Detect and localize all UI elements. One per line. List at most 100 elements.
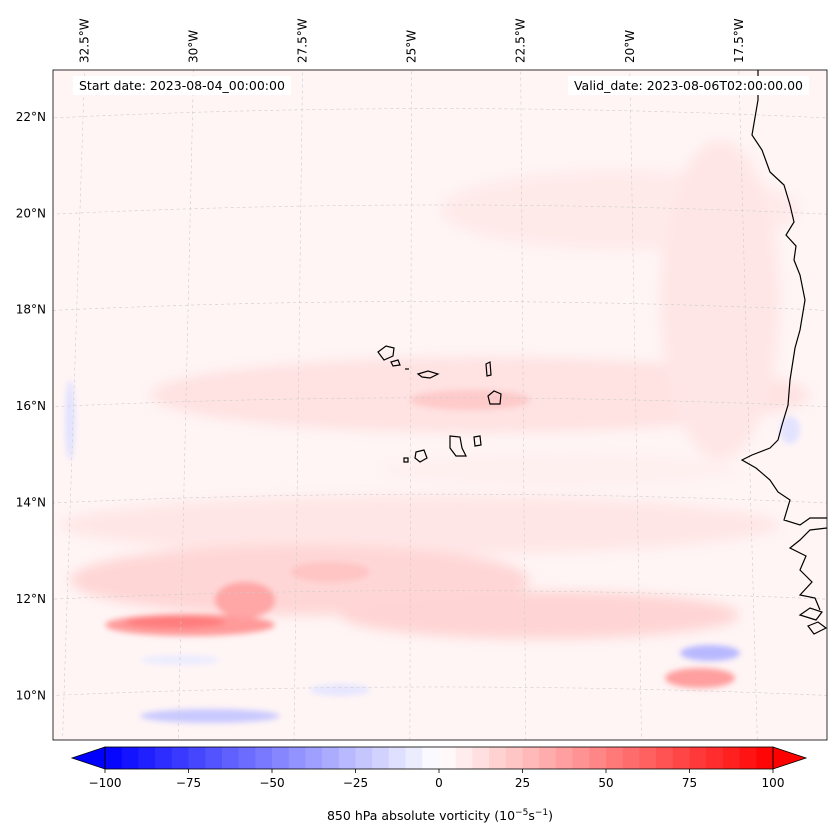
colorbar — [70, 746, 808, 770]
island-maio — [473, 435, 482, 447]
colorbar-segment — [255, 747, 273, 769]
cape-verde-islands — [377, 345, 502, 463]
colorbar-segment — [656, 747, 674, 769]
colorbar-segment — [606, 747, 624, 769]
colorbar-segment — [689, 747, 707, 769]
field-positive-mid — [290, 562, 370, 582]
longitude-tick-label: 30°W — [186, 30, 200, 63]
longitude-tick-label: 20°W — [623, 30, 637, 63]
africa-coastline — [740, 70, 827, 526]
parallel-gridline — [53, 204, 827, 215]
longitude-tick-label: 25°W — [405, 30, 419, 63]
island-fogo — [414, 449, 428, 463]
meridian-gridline — [293, 70, 303, 740]
island-santiago — [449, 435, 467, 457]
meridian-gridline — [520, 70, 527, 740]
latitude-tick-label: 16°N — [16, 399, 46, 413]
colorbar-tick-label: −25 — [343, 776, 368, 790]
field-band-14n — [380, 452, 740, 488]
colorbar-label-end: ) — [548, 808, 553, 824]
longitude-tick-label: 17.5°W — [732, 18, 746, 63]
colorbar-segment — [355, 747, 373, 769]
latitude-labels: 22°N 20°N 18°N 16°N 14°N 12°N 10°N — [16, 110, 46, 702]
field-negative-sw — [310, 684, 370, 696]
colorbar-segment — [305, 747, 323, 769]
latitude-tick-label: 22°N — [16, 110, 46, 124]
colorbar-segment — [171, 747, 189, 769]
colorbar-label-exp2: −1 — [534, 808, 549, 818]
field-vortex-streak — [125, 616, 225, 628]
colorbar-segment — [288, 747, 306, 769]
field-vortex-core — [215, 582, 275, 618]
latitude-tick-label: 18°N — [16, 303, 46, 317]
colorbar-label-exp1: −5 — [515, 808, 529, 818]
colorbar-segment — [722, 747, 741, 769]
longitude-labels: 32.5°W 30°W 27.5°W 25°W 22.5°W 20°W 17.5°W — [77, 18, 746, 63]
colorbar-segment — [639, 747, 657, 769]
start-date-label: Start date: 2023-08-04_00:00:00 — [73, 76, 291, 95]
field-positive-east — [665, 668, 735, 688]
colorbar-segment — [121, 747, 139, 769]
colorbar-segment — [522, 747, 540, 769]
colorbar-segment — [422, 747, 440, 769]
field-band-11n-east — [340, 591, 740, 639]
latitude-tick-label: 20°N — [16, 206, 46, 220]
longitude-tick-label: 22.5°W — [514, 18, 528, 63]
colorbar-segment — [188, 747, 206, 769]
africa-coastline-south — [788, 527, 827, 611]
latitude-tick-label: 14°N — [16, 496, 46, 510]
parallel-gridline — [53, 493, 827, 504]
colorbar-tick-label: −100 — [89, 776, 122, 790]
colorbar-segment — [405, 747, 423, 769]
valid-date-label: Valid_date: 2023-08-06T02:00:00.00 — [567, 76, 809, 95]
colorbar-segment — [138, 747, 156, 769]
coastlines — [740, 70, 827, 635]
colorbar-segment — [455, 747, 473, 769]
colorbar-segment — [372, 747, 390, 769]
colorbar-segment — [472, 747, 490, 769]
field-band-13n — [60, 495, 780, 555]
island-sao-nicolau — [416, 370, 440, 379]
field-band-east — [660, 140, 780, 460]
field-negative-10n — [140, 709, 280, 723]
colorbar-segment — [489, 747, 507, 769]
latitude-tick-label: 10°N — [16, 688, 46, 702]
parallel-gridline — [53, 397, 827, 407]
colorbar-segment — [505, 747, 523, 769]
colorbar-ticks: −100 −75 −50 −25 0 25 50 75 100 — [89, 769, 785, 790]
longitude-tick-label: 27.5°W — [296, 18, 310, 63]
meridian-gridline — [409, 70, 412, 740]
longitude-tick-label: 32.5°W — [77, 18, 91, 63]
colorbar-label-text: 850 hPa absolute vorticity (10 — [326, 808, 516, 824]
colorbar-tick-label: 50 — [598, 776, 613, 790]
island-boa-vista — [487, 390, 502, 405]
colorbar-segment — [739, 747, 757, 769]
colorbar-extend-max — [772, 746, 808, 770]
colorbar-tick-label: 100 — [762, 776, 785, 790]
field-negative-coast — [780, 416, 800, 444]
colorbar-segment — [105, 747, 123, 769]
map-frame — [52, 69, 828, 741]
colorbar-label-unit: s — [528, 808, 535, 824]
colorbar-segment — [338, 747, 356, 769]
colorbar-segment — [272, 747, 290, 769]
colorbar-segment — [322, 747, 340, 769]
colorbar-segment — [756, 747, 774, 769]
colorbar-tick-label: 0 — [435, 776, 443, 790]
meridian-gridline — [62, 70, 85, 740]
colorbar-segment — [572, 747, 590, 769]
colorbar-segment — [672, 747, 690, 769]
colorbar-segment — [439, 747, 457, 769]
colorbar-segment — [622, 747, 640, 769]
colorbar-extend-min — [70, 746, 106, 770]
island-sao-vicente — [390, 359, 401, 367]
island-santo-antao — [377, 345, 395, 361]
gridlines — [53, 70, 827, 740]
vorticity-field — [60, 140, 810, 723]
colorbar-tick-label: 75 — [682, 776, 697, 790]
island-brava — [403, 457, 409, 463]
colorbar-segment — [555, 747, 574, 769]
colorbar-tick-label: 25 — [515, 776, 530, 790]
meridian-gridline — [177, 70, 194, 740]
